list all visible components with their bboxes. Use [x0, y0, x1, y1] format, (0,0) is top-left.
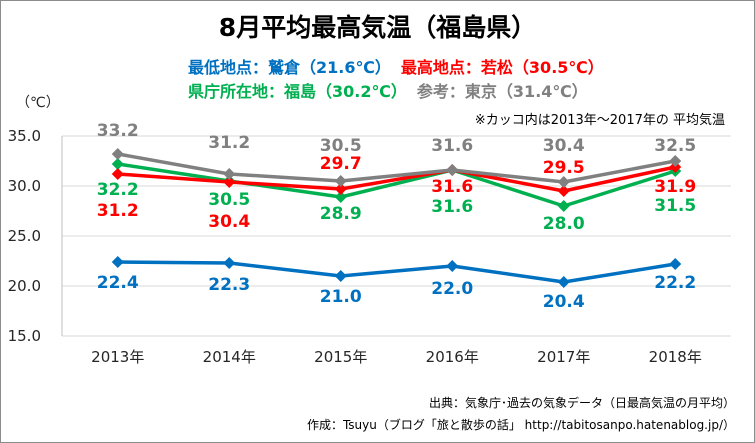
subtitle-role: 参考：	[416, 82, 465, 101]
series-marker-1	[334, 270, 347, 282]
data-label-series-3: 28.9	[320, 204, 362, 224]
subtitle-site-name: 福島	[284, 82, 317, 101]
data-label-series-2: 30.4	[208, 212, 250, 232]
subtitle-site-name: 鷲倉	[268, 58, 301, 77]
data-label-series-1: 22.0	[431, 279, 473, 299]
y-tick-label: 30.0	[8, 177, 41, 195]
data-label-series-4: 30.4	[543, 136, 585, 156]
data-label-series-1: 22.3	[208, 275, 250, 295]
data-label-series-2: 29.7	[320, 154, 362, 174]
data-label-series-3: 30.5	[208, 190, 250, 210]
y-tick-label: 25.0	[8, 227, 41, 245]
x-tick-label: 2014年	[203, 348, 256, 366]
series-marker-1	[446, 260, 459, 272]
series-line-4	[116, 152, 678, 184]
series-marker-2	[223, 176, 236, 188]
data-label-series-3: 28.0	[543, 214, 585, 234]
series-marker-3	[557, 200, 570, 212]
series-marker-4	[446, 164, 459, 176]
data-label-series-4: 32.5	[654, 136, 696, 156]
subtitle-highest-site: 最高地点：若松（30.5℃）	[401, 57, 604, 79]
x-tick-label: 2017年	[537, 348, 590, 366]
series-marker-4	[669, 155, 682, 167]
series-marker-4	[111, 148, 124, 160]
y-axis-label: （℃）	[16, 95, 60, 111]
series-line-2	[116, 165, 678, 193]
data-label-series-1: 20.4	[543, 292, 585, 312]
subtitle-average: （21.6℃）	[300, 58, 391, 77]
subtitle-average: （30.2℃）	[316, 82, 407, 101]
data-label-series-4: 30.5	[320, 136, 362, 156]
author-credit: 作成：Tsuyu（ブログ「旅と散歩の話」 http://tabitosanpo.…	[306, 418, 735, 432]
data-label-series-2: 31.6	[431, 177, 473, 197]
subtitle-line-2: 県庁所在地：福島（30.2℃） 参考：東京（31.4℃）	[188, 81, 588, 103]
subtitle-average: （30.5℃）	[512, 58, 604, 77]
series-marker-2	[111, 168, 124, 180]
subtitle-role: 最高地点：	[400, 58, 481, 77]
data-label-series-3: 32.2	[97, 180, 139, 200]
series-marker-3	[111, 158, 124, 170]
series-marker-4	[334, 175, 347, 187]
data-label-series-4: 33.2	[97, 121, 139, 141]
subtitle-line-1: 最低地点：鷲倉（21.6℃） 最高地点：若松（30.5℃）	[188, 57, 604, 79]
chart-note: ※カッコ内は2013年～2017年の 平均気温	[474, 113, 725, 128]
series-line-1	[116, 260, 678, 284]
x-tick-label: 2016年	[426, 348, 479, 366]
source-credit: 出典：気象庁･過去の気象データ（日最高気温の月平均）	[428, 396, 735, 410]
y-tick-label: 15.0	[8, 327, 41, 345]
series-marker-2	[557, 185, 570, 197]
data-label-series-4: 31.2	[208, 133, 250, 153]
x-tick-label: 2018年	[649, 348, 702, 366]
data-label-series-3: 31.6	[431, 197, 473, 217]
subtitle-capital-site: 県庁所在地：福島（30.2℃）	[188, 81, 407, 103]
series-marker-1	[669, 258, 682, 270]
data-label-series-1: 22.2	[654, 273, 696, 293]
data-label-series-2: 29.5	[543, 158, 585, 178]
subtitle-site-name: 東京	[464, 82, 497, 101]
series-marker-2	[334, 183, 347, 195]
data-label-series-1: 21.0	[320, 287, 362, 307]
chart-title: 8月平均最高気温（福島県）	[218, 13, 537, 42]
subtitle-role: 県庁所在地：	[188, 82, 285, 101]
subtitle-lowest-site: 最低地点：鷲倉（21.6℃）	[188, 57, 391, 79]
data-label-series-4: 31.6	[431, 136, 473, 156]
data-label-series-1: 22.4	[97, 273, 139, 293]
series-marker-1	[111, 256, 124, 268]
y-tick-label: 20.0	[8, 277, 41, 295]
series-marker-4	[557, 176, 570, 188]
subtitle-average: （31.4℃）	[496, 82, 588, 101]
data-label-series-2: 31.9	[654, 177, 696, 197]
y-tick-label: 35.0	[8, 127, 41, 145]
x-tick-label: 2015年	[314, 348, 367, 366]
series-marker-4	[223, 168, 236, 180]
data-label-series-3: 31.5	[654, 196, 696, 216]
series-marker-1	[557, 276, 570, 288]
series-marker-1	[223, 257, 236, 269]
series-line-3	[116, 162, 678, 208]
subtitle-site-name: 若松	[480, 58, 513, 77]
series-marker-3	[334, 191, 347, 203]
subtitle-reference-site: 参考：東京（31.4℃）	[417, 81, 588, 103]
x-tick-label: 2013年	[91, 348, 144, 366]
data-label-series-2: 31.2	[97, 201, 139, 221]
subtitle-role: 最低地点：	[188, 58, 269, 77]
